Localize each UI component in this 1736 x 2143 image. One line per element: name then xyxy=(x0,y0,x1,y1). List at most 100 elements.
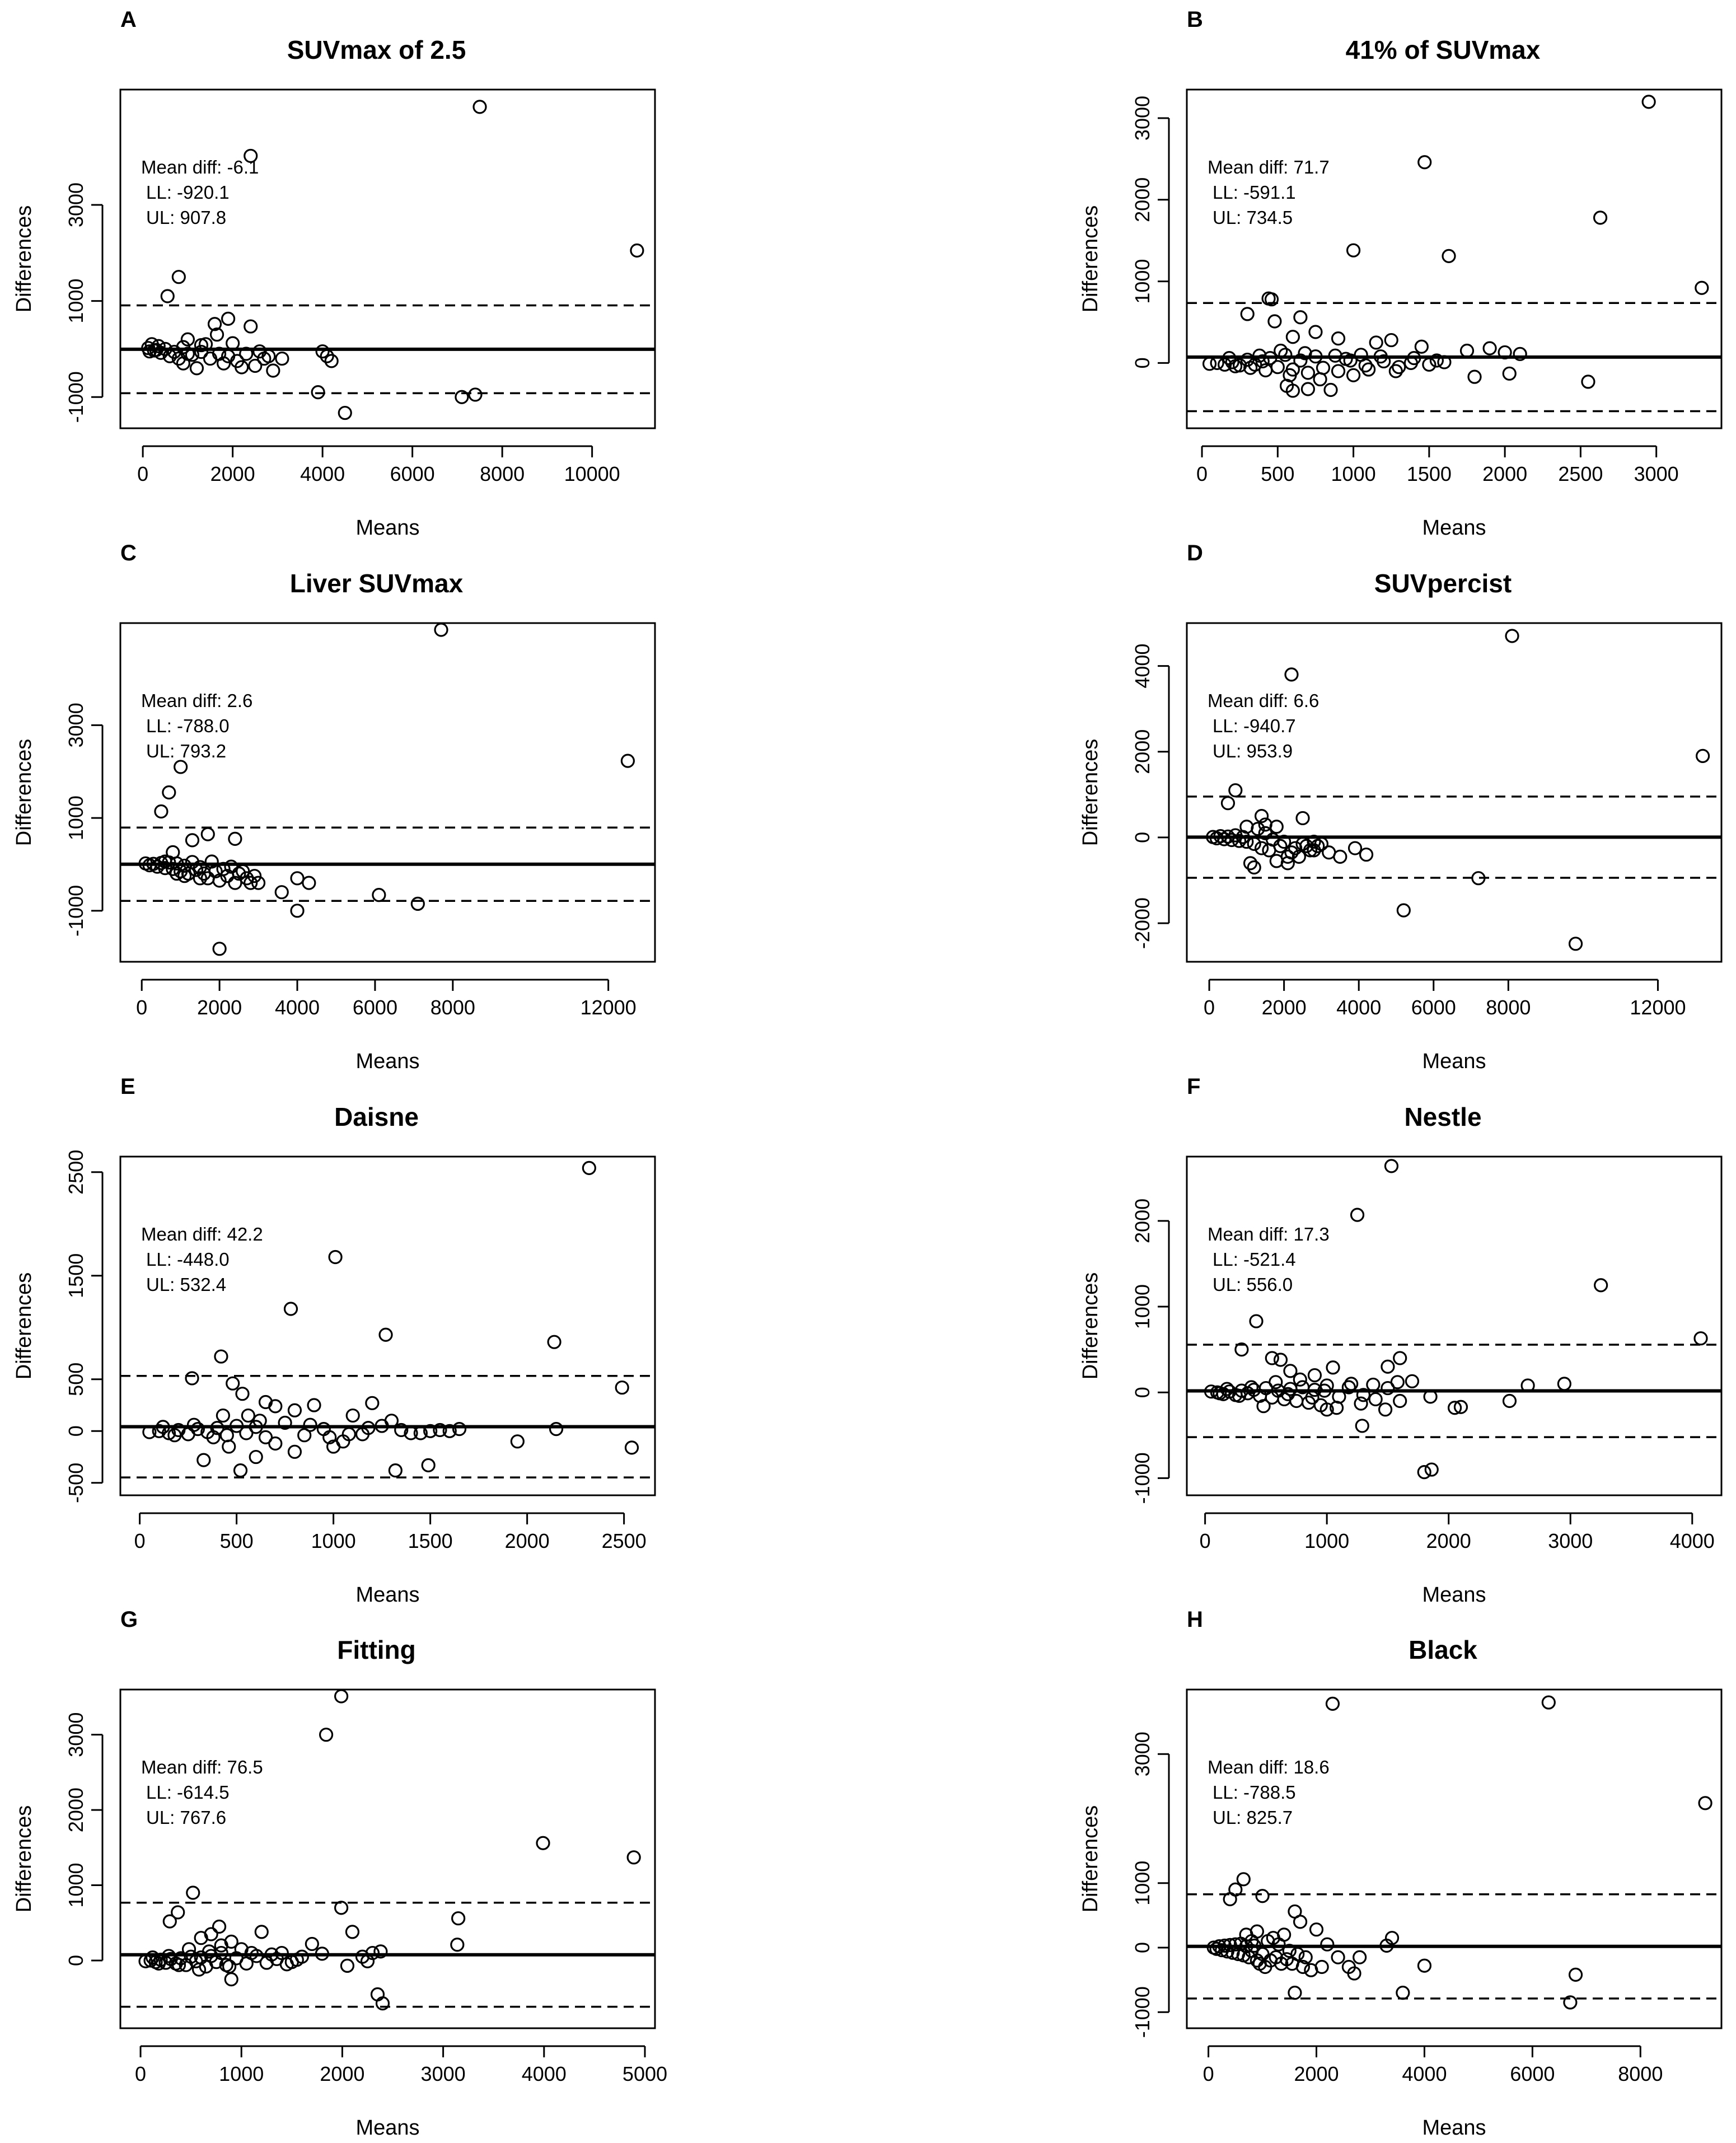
x-axis-label: Means xyxy=(355,516,419,540)
data-point xyxy=(290,871,305,886)
data-point xyxy=(244,876,258,890)
data-point xyxy=(1424,1462,1439,1477)
data-point xyxy=(1220,796,1236,811)
x-axis-label: Means xyxy=(1422,1583,1486,1607)
data-point xyxy=(1482,341,1497,355)
data-point xyxy=(204,1927,218,1941)
data-point xyxy=(410,896,425,911)
y-tick-label: -500 xyxy=(64,1463,87,1503)
y-tick-label: 2000 xyxy=(64,1788,87,1832)
data-point xyxy=(365,1396,380,1410)
data-point xyxy=(1228,359,1243,373)
data-point xyxy=(1299,839,1314,853)
data-point xyxy=(1270,360,1285,375)
data-point xyxy=(1346,243,1361,258)
data-point xyxy=(620,754,635,768)
data-point xyxy=(261,349,276,363)
data-point xyxy=(240,871,254,886)
upper-limit-text: UL: 953.9 xyxy=(1213,741,1293,761)
data-point xyxy=(1295,811,1310,826)
x-tick-label: 8000 xyxy=(1618,2062,1663,2085)
mean-diff-text: Mean diff: 6.6 xyxy=(1208,690,1319,711)
x-tick-label: 2500 xyxy=(602,1529,647,1552)
data-point xyxy=(1442,249,1456,263)
data-point xyxy=(1307,843,1321,858)
data-point xyxy=(185,1371,199,1386)
data-point xyxy=(1220,1382,1234,1396)
data-point xyxy=(1300,366,1316,380)
data-point xyxy=(1240,352,1255,367)
data-point xyxy=(375,1419,389,1433)
data-point xyxy=(1344,1377,1359,1391)
data-point xyxy=(1277,834,1292,849)
data-point xyxy=(167,1428,182,1443)
lower-limit-text: LL: -448.0 xyxy=(146,1249,230,1270)
data-point xyxy=(1355,1419,1369,1433)
data-point xyxy=(1417,1958,1432,1973)
y-axis-label: Differences xyxy=(1079,739,1102,846)
x-tick-label: 1000 xyxy=(311,1529,356,1552)
data-point xyxy=(1378,1402,1393,1417)
panel-letter: C xyxy=(120,541,137,565)
y-tick-label: -1000 xyxy=(64,371,87,423)
data-point xyxy=(1350,1208,1365,1222)
data-point xyxy=(212,942,227,956)
data-point xyxy=(421,1458,436,1472)
panel-g: G Fitting 0 1000 2000 3000 4000 5000 0 1000 2000 30… xyxy=(12,1607,667,2140)
data-point xyxy=(1256,1399,1271,1414)
data-point xyxy=(1255,1889,1270,1903)
data-point xyxy=(1266,832,1280,847)
lower-limit-text: LL: -614.5 xyxy=(146,1782,230,1803)
data-point xyxy=(1557,1377,1571,1391)
panel-title: Liver SUVmax xyxy=(290,569,464,598)
upper-limit-text: UL: 767.6 xyxy=(146,1807,226,1828)
x-tick-label: 4000 xyxy=(522,2062,567,2085)
data-point xyxy=(1388,364,1403,378)
data-point xyxy=(423,1424,438,1438)
data-point xyxy=(320,349,334,363)
data-point xyxy=(1323,382,1338,397)
y-tick-label: 1000 xyxy=(1131,1861,1154,1906)
data-point xyxy=(433,1423,447,1438)
data-point xyxy=(158,854,172,869)
data-point xyxy=(239,347,254,361)
data-point xyxy=(1293,353,1308,368)
data-point xyxy=(1422,357,1436,372)
data-point xyxy=(1264,292,1279,307)
data-point xyxy=(1369,335,1383,350)
x-tick-label: 0 xyxy=(1204,996,1215,1019)
plot-frame xyxy=(119,1155,656,1496)
data-point xyxy=(160,289,175,303)
data-point xyxy=(202,1944,217,1959)
x-tick-label: 8000 xyxy=(480,462,525,485)
data-point xyxy=(328,1250,343,1265)
panel-letter: H xyxy=(1187,1607,1203,1632)
plot-frame xyxy=(1186,88,1723,429)
data-point xyxy=(1520,1378,1535,1393)
x-tick-label: 2500 xyxy=(1558,462,1603,485)
x-tick-label: 6000 xyxy=(1411,996,1456,1019)
x-axis-label: Means xyxy=(355,2116,419,2140)
data-point xyxy=(258,1430,273,1444)
data-point xyxy=(413,1426,428,1440)
lower-limit-text: LL: -591.1 xyxy=(1213,182,1296,203)
data-point xyxy=(249,1949,264,1963)
x-tick-label: 2000 xyxy=(1426,1529,1471,1552)
panel-letter: B xyxy=(1187,7,1203,32)
data-point xyxy=(1290,1947,1305,1962)
data-point xyxy=(434,623,448,637)
data-point xyxy=(1288,1986,1302,2000)
data-point xyxy=(1225,355,1239,369)
x-tick-label: 0 xyxy=(136,996,147,1019)
data-point xyxy=(177,869,192,883)
data-point xyxy=(450,1938,465,1952)
data-point xyxy=(151,1956,166,1971)
data-point xyxy=(404,1426,418,1440)
data-point xyxy=(1292,849,1306,864)
data-point xyxy=(615,1380,629,1395)
data-point xyxy=(1234,1342,1249,1357)
panel-title: Fitting xyxy=(337,1635,416,1664)
data-point xyxy=(180,332,195,347)
data-point xyxy=(1282,1944,1297,1958)
x-tick-label: 0 xyxy=(137,462,148,485)
